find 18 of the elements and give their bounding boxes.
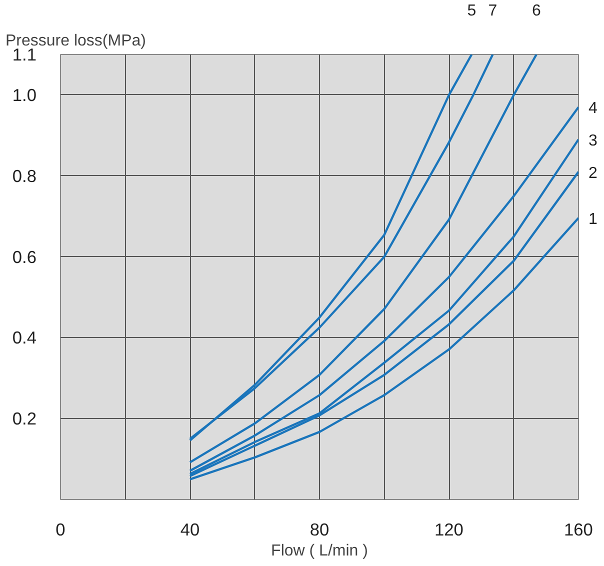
y-tick-label: 0.6 xyxy=(12,246,37,267)
series-label: 2 xyxy=(588,164,598,182)
text: 7 xyxy=(488,2,498,20)
y-tick-label: 1.0 xyxy=(12,84,37,105)
x-tick-label: 120 xyxy=(434,520,464,540)
y-tick-label: 0.8 xyxy=(12,166,37,186)
y-tick-label: 0.2 xyxy=(12,408,37,429)
text: 5 xyxy=(467,2,476,20)
x-tick-label: 40 xyxy=(180,520,200,540)
x-tick-label: 80 xyxy=(310,520,330,540)
x-axis-title: Flow ( L/min ) xyxy=(271,542,368,560)
y-tick-label: 0.4 xyxy=(12,328,37,348)
series-label: 4 xyxy=(588,100,598,118)
series-label: 1 xyxy=(588,210,598,228)
text: 6 xyxy=(532,2,541,20)
series-label: 3 xyxy=(588,132,598,150)
x-tick-label: 0 xyxy=(56,520,66,540)
x-tick-label: 160 xyxy=(564,520,593,540)
